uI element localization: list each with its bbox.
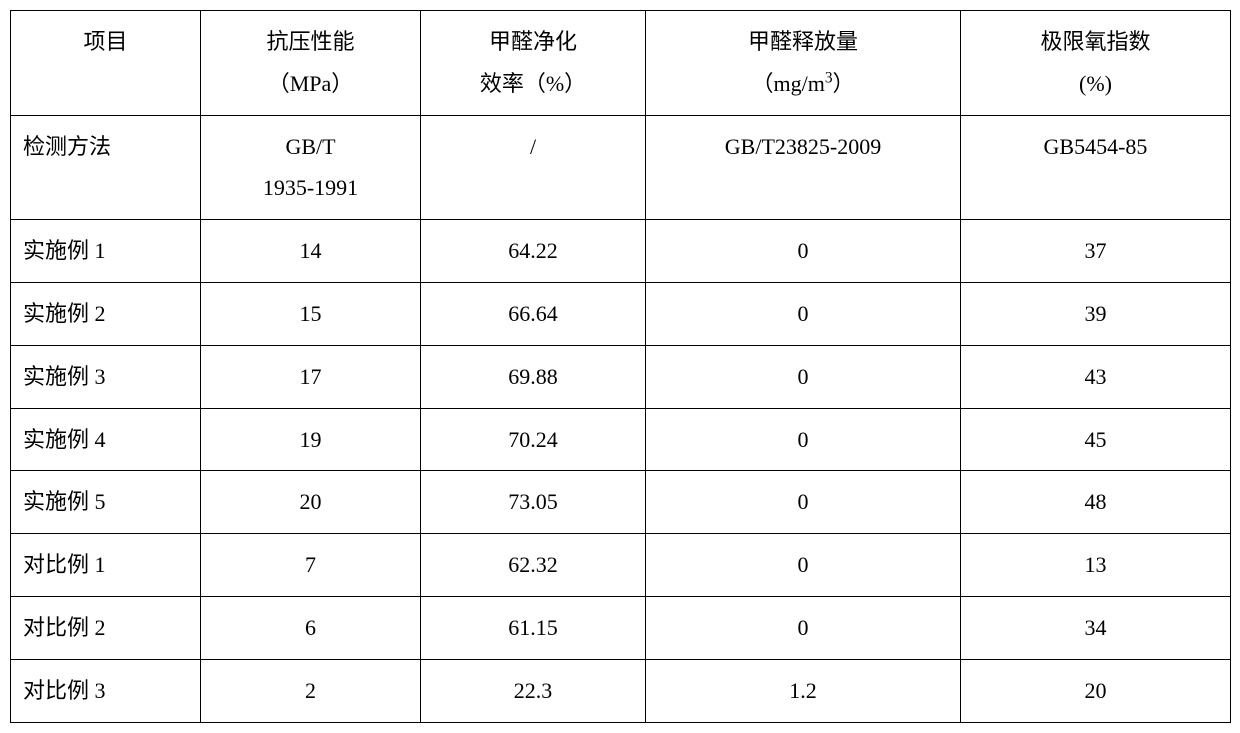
cell-release: 0 — [646, 471, 961, 534]
col-header-purification: 甲醛净化 效率（%） — [421, 11, 646, 116]
cell-release: 0 — [646, 534, 961, 597]
col-header-purification-line2: 效率（%） — [480, 71, 586, 96]
cell-purification: 73.05 — [421, 471, 646, 534]
table-row: 对比例 3 2 22.3 1.2 20 — [11, 659, 1231, 722]
table-row: 对比例 2 6 61.15 0 34 — [11, 596, 1231, 659]
cell-item: 对比例 1 — [11, 534, 201, 597]
cell-oxygen: 43 — [961, 345, 1231, 408]
cell-release: 0 — [646, 596, 961, 659]
cell-oxygen: 13 — [961, 534, 1231, 597]
col-header-oxygen-line1: 极限氧指数 — [1040, 29, 1150, 54]
table-row: 实施例 1 14 64.22 0 37 — [11, 220, 1231, 283]
table-row: 对比例 1 7 62.32 0 13 — [11, 534, 1231, 597]
table-row: 实施例 4 19 70.24 0 45 — [11, 408, 1231, 471]
method-release: GB/T23825-2009 — [646, 115, 961, 220]
method-oxygen: GB5454-85 — [961, 115, 1231, 220]
method-row: 检测方法 GB/T 1935-1991 / GB/T23825-2009 GB5… — [11, 115, 1231, 220]
cell-purification: 69.88 — [421, 345, 646, 408]
cell-purification: 64.22 — [421, 220, 646, 283]
table-row: 实施例 3 17 69.88 0 43 — [11, 345, 1231, 408]
cell-release: 0 — [646, 220, 961, 283]
table-row: 实施例 5 20 73.05 0 48 — [11, 471, 1231, 534]
cell-purification: 61.15 — [421, 596, 646, 659]
method-compressive: GB/T 1935-1991 — [201, 115, 421, 220]
method-purification: / — [421, 115, 646, 220]
col-header-release-line2: （mg/m3） — [751, 71, 854, 96]
cell-release: 1.2 — [646, 659, 961, 722]
cell-compressive: 17 — [201, 345, 421, 408]
cell-release: 0 — [646, 282, 961, 345]
cell-release: 0 — [646, 408, 961, 471]
cell-oxygen: 48 — [961, 471, 1231, 534]
cell-oxygen: 45 — [961, 408, 1231, 471]
col-header-compressive: 抗压性能 （MPa） — [201, 11, 421, 116]
cell-compressive: 2 — [201, 659, 421, 722]
col-header-release-line1: 甲醛释放量 — [748, 29, 858, 54]
cell-purification: 62.32 — [421, 534, 646, 597]
col-header-compressive-line2: （MPa） — [268, 71, 354, 96]
cell-item: 实施例 1 — [11, 220, 201, 283]
method-label: 检测方法 — [11, 115, 201, 220]
table-header-row: 项目 抗压性能 （MPa） 甲醛净化 效率（%） 甲醛释放量 （mg/m3） 极… — [11, 11, 1231, 116]
cell-compressive: 20 — [201, 471, 421, 534]
col-header-oxygen: 极限氧指数 (%) — [961, 11, 1231, 116]
table-row: 实施例 2 15 66.64 0 39 — [11, 282, 1231, 345]
cell-compressive: 15 — [201, 282, 421, 345]
col-header-release: 甲醛释放量 （mg/m3） — [646, 11, 961, 116]
cell-item: 对比例 3 — [11, 659, 201, 722]
col-header-oxygen-line2: (%) — [1079, 71, 1112, 96]
col-header-item-line1: 项目 — [83, 29, 127, 54]
cell-oxygen: 20 — [961, 659, 1231, 722]
cell-compressive: 19 — [201, 408, 421, 471]
cell-purification: 22.3 — [421, 659, 646, 722]
col-header-item: 项目 — [11, 11, 201, 116]
cell-oxygen: 37 — [961, 220, 1231, 283]
cell-compressive: 6 — [201, 596, 421, 659]
method-compressive-line1: GB/T — [285, 134, 335, 159]
col-header-compressive-line1: 抗压性能 — [266, 29, 354, 54]
data-table: 项目 抗压性能 （MPa） 甲醛净化 效率（%） 甲醛释放量 （mg/m3） 极… — [10, 10, 1231, 723]
cell-compressive: 7 — [201, 534, 421, 597]
col-header-purification-line1: 甲醛净化 — [489, 29, 577, 54]
cell-oxygen: 34 — [961, 596, 1231, 659]
cell-item: 实施例 5 — [11, 471, 201, 534]
cell-item: 实施例 4 — [11, 408, 201, 471]
cell-item: 实施例 2 — [11, 282, 201, 345]
cell-oxygen: 39 — [961, 282, 1231, 345]
cell-release: 0 — [646, 345, 961, 408]
method-compressive-line2: 1935-1991 — [263, 175, 358, 200]
cell-item: 对比例 2 — [11, 596, 201, 659]
cell-compressive: 14 — [201, 220, 421, 283]
cell-purification: 70.24 — [421, 408, 646, 471]
cell-purification: 66.64 — [421, 282, 646, 345]
cell-item: 实施例 3 — [11, 345, 201, 408]
